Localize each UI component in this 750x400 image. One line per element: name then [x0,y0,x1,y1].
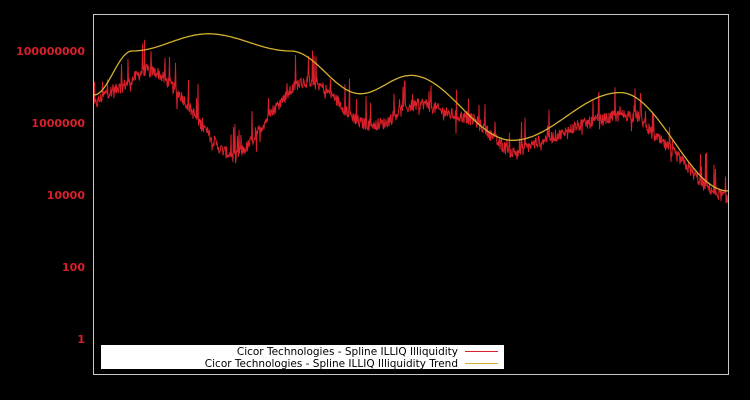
illiquidity-trend-line [93,33,729,192]
y-tick-label: 1 [77,333,85,346]
y-tick-label: 1000000 [31,117,85,130]
series-layer [93,33,729,204]
y-tick-label: 100000000 [16,45,85,58]
legend-label-illiquidity: Cicor Technologies - Spline ILLIQ Illiqu… [237,346,458,358]
y-tick-label: 100 [62,261,85,274]
legend-label-trend: Cicor Technologies - Spline ILLIQ Illiqu… [205,358,458,370]
y-axis: 100000000 1000000 10000 100 1 [16,45,85,346]
y-tick-label: 10000 [47,189,86,202]
plot-frame [93,14,729,375]
illiquidity-line [93,39,729,204]
legend-box [101,345,504,369]
legend: Cicor Technologies - Spline ILLIQ Illiqu… [101,345,504,370]
